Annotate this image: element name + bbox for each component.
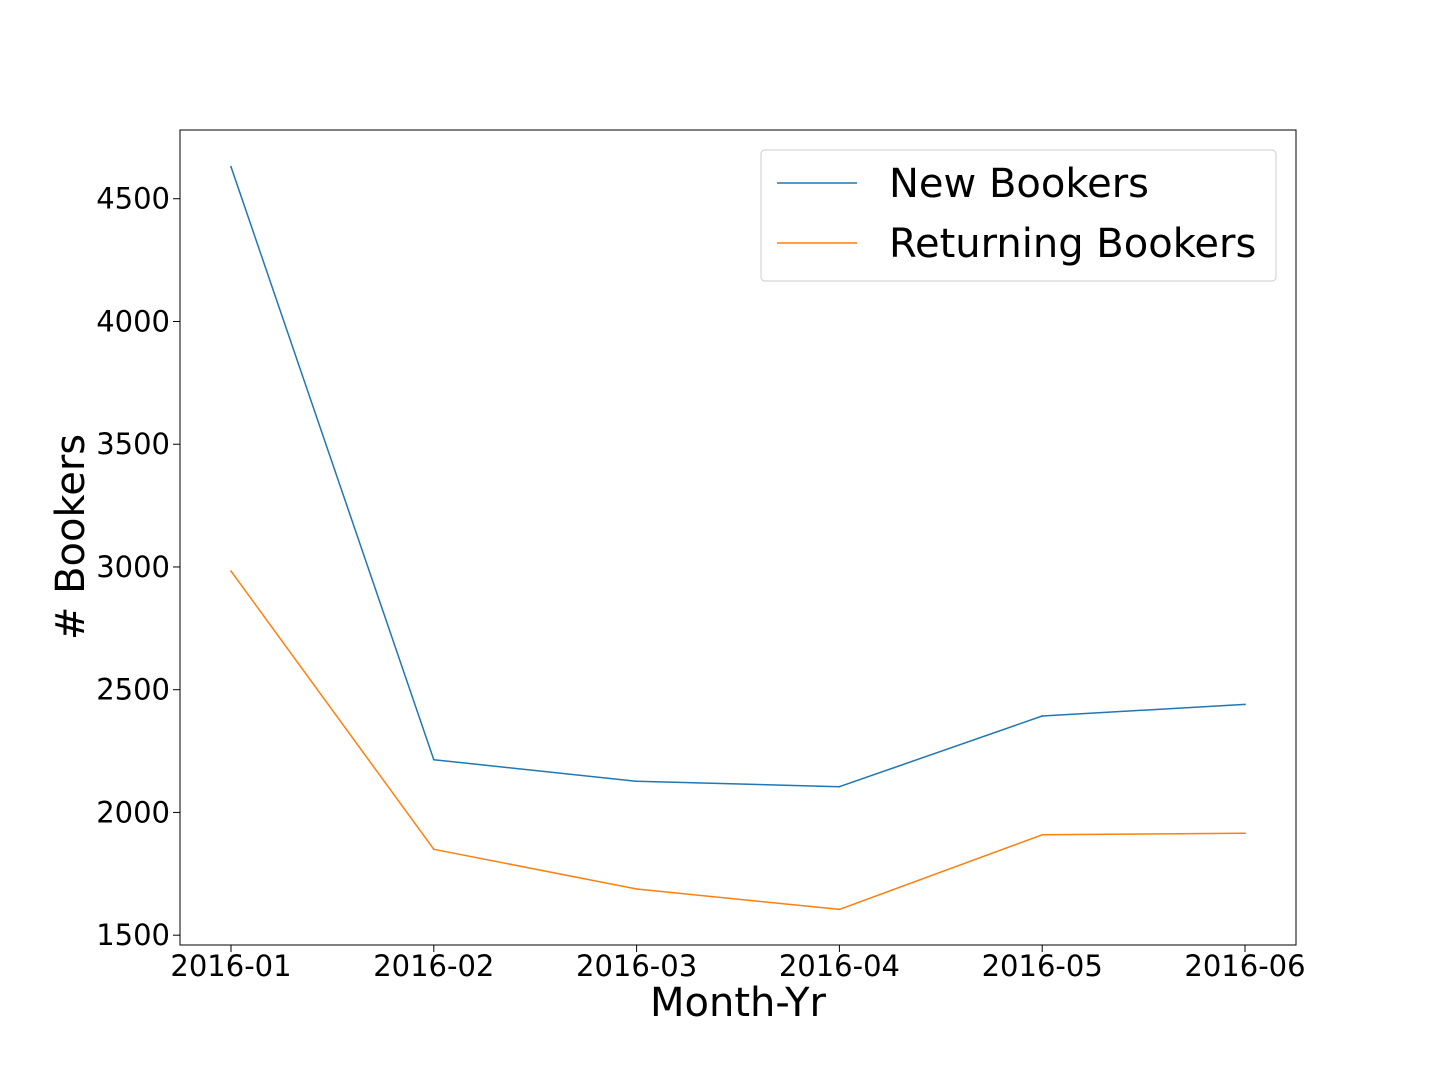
data-point-new-bookers — [838, 785, 841, 788]
data-point-returning-bookers — [635, 888, 638, 890]
data-point-returning-bookers — [838, 908, 841, 911]
data-point-returning-bookers — [230, 570, 232, 573]
y-axis: 1500 2000 2500 3000 3500 4000 4500 — [96, 182, 180, 952]
legend-label-returning-bookers: Returning Bookers — [889, 221, 1256, 267]
x-tick-label: 2016-04 — [779, 949, 900, 983]
x-tick-label: 2016-03 — [576, 949, 697, 983]
series-lines — [230, 165, 1246, 911]
legend-frame — [760, 149, 1277, 282]
y-tick-label: 1500 — [96, 918, 170, 952]
x-tick-label: 2016-01 — [170, 949, 291, 983]
y-tick-label: 3000 — [96, 550, 170, 584]
data-point-new-bookers — [230, 165, 232, 168]
y-tick-label: 4500 — [96, 182, 170, 216]
x-axis-title: Month-Yr — [650, 980, 826, 1026]
x-axis: 2016-01 2016-02 2016-03 2016-04 2016-05 2016-… — [170, 945, 1306, 983]
x-tick-label: 2016-05 — [982, 949, 1103, 983]
data-point-new-bookers — [635, 780, 638, 783]
y-tick-label: 2500 — [96, 673, 170, 707]
y-tick-label: 4000 — [96, 304, 170, 338]
data-point-returning-bookers — [432, 848, 435, 851]
series-line-new-bookers — [230, 166, 1246, 788]
data-point-returning-bookers — [1041, 833, 1044, 836]
data-point-new-bookers — [1244, 703, 1246, 706]
data-point-new-bookers — [432, 758, 435, 761]
legend-label-new-bookers: New Bookers — [889, 161, 1149, 207]
y-tick-label: 2000 — [96, 795, 170, 829]
x-tick-label: 2016-02 — [373, 949, 494, 983]
legend: New Bookers Returning Bookers — [760, 149, 1277, 282]
data-point-returning-bookers — [1244, 832, 1246, 835]
y-axis-title: # Bookers — [48, 434, 94, 640]
y-tick-label: 3500 — [96, 427, 170, 461]
series-line-returning-bookers — [230, 570, 1246, 911]
data-point-new-bookers — [1041, 715, 1044, 717]
x-tick-label: 2016-06 — [1184, 949, 1305, 983]
